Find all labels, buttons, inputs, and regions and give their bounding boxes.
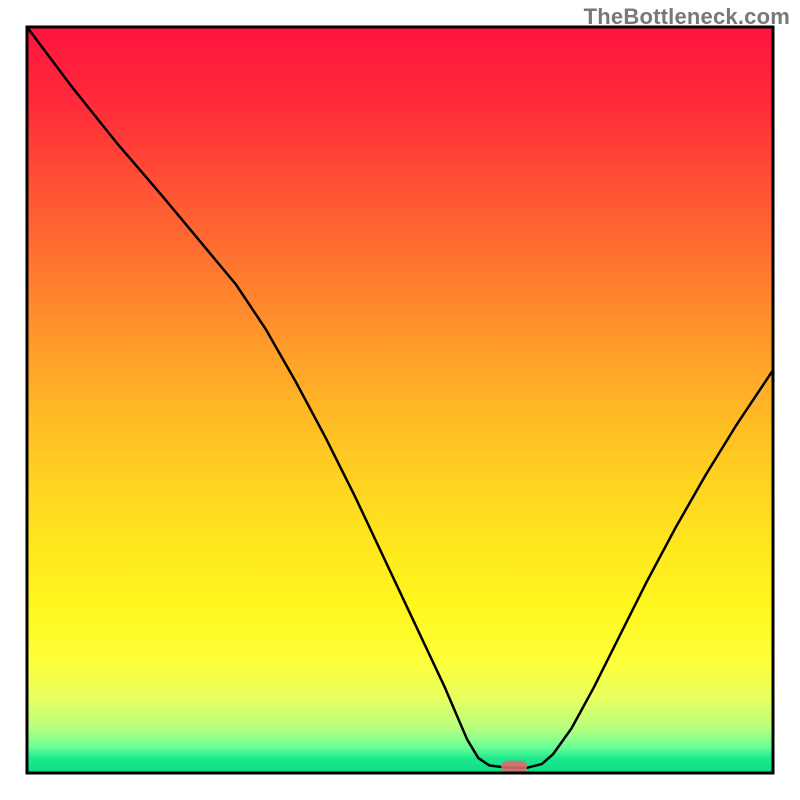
chart-container: { "attribution": { "text": "TheBottlenec…: [0, 0, 800, 800]
minimum-marker: [501, 761, 527, 773]
gradient-background: [27, 27, 773, 773]
bottleneck-chart: [0, 0, 800, 800]
